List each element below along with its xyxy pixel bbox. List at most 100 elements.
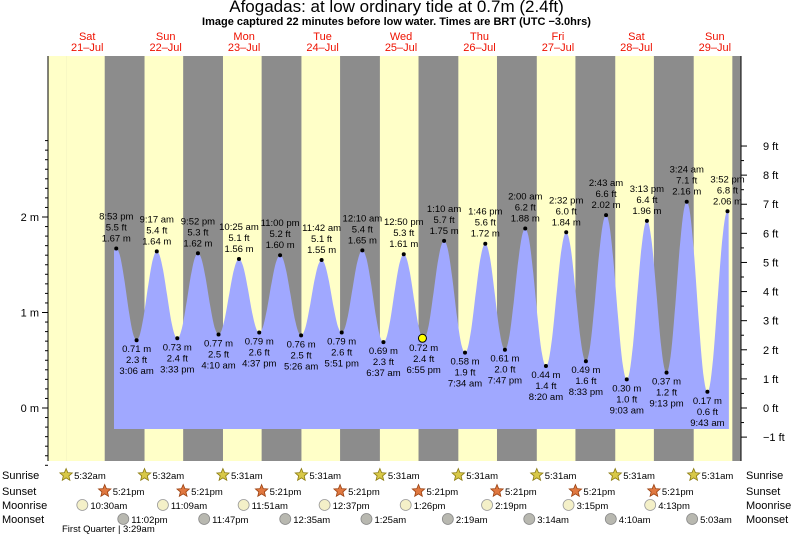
right-axis-tick-label: 5 ft [763,257,778,269]
moonrise-time: 12:37pm [333,501,370,512]
low-tide-ft-label: 1.4 ft [535,381,556,392]
low-tide-m-label: 0.71 m [122,344,151,355]
high-tide-ft-label: 5.3 ft [393,228,414,239]
high-tide-ft-label: 5.3 ft [187,227,208,238]
high-tide-time-label: 10:25 am [219,222,259,233]
moonset-time: 1:25am [374,515,406,526]
left-axis-tick-label: 2 m [21,212,39,224]
sunrise-star-icon [529,467,544,482]
low-tide-marker [463,350,468,355]
low-tide-ft-label: 1.0 ft [616,394,637,405]
low-tide-ft-label: 2.4 ft [413,354,434,365]
high-tide-time-label: 3:52 pm [710,174,744,185]
high-tide-marker [483,241,488,246]
low-tide-marker [705,389,710,394]
high-tide-m-label: 1.55 m [307,245,336,256]
axes: 0 m 1 m 2 m −1 ft 0 ft 1 ft 2 ft 3 ft 4 ft 5 ft 6 … [21,56,785,466]
day-name-label: Sun [156,31,176,43]
low-tide-time-label: 8:20 am [529,392,563,403]
high-tide-m-label: 2.16 m [672,187,701,198]
high-tide-m-label: 1.96 m [632,206,661,217]
right-axis-tick-label: 2 ft [763,345,778,357]
high-tide-m-label: 1.75 m [430,226,459,237]
right-axis-tick-label: 6 ft [763,228,778,240]
high-tide-time-label: 12:10 am [343,213,383,224]
low-tide-time-label: 6:37 am [366,368,400,379]
high-tide-time-label: 2:43 am [589,178,623,189]
moonrise-row-label-left: Moonrise [2,500,47,512]
low-tide-m-label: 0.79 m [327,337,356,348]
sunset-row-label-left: Sunset [2,486,36,498]
sunrise-time: 5:31am [545,471,577,482]
high-tide-marker [360,248,365,253]
sunrise-star-icon [451,467,466,482]
low-tide-marker [583,359,588,364]
moonset-time: 2:19am [456,515,488,526]
sunrise-star-icon [608,467,623,482]
sunset-time: 5:21pm [113,487,145,498]
low-tide-m-label: 0.30 m [612,383,641,394]
high-tide-m-label: 1.65 m [348,235,377,246]
day-name-label: Sun [705,31,725,43]
low-tide-m-label: 0.76 m [287,339,316,350]
high-tide-marker [684,199,689,204]
moonrise-time: 1:26pm [414,501,446,512]
day-labels: Sat21–JulSun22–JulMon23–JulTue24–JulWed2… [71,31,731,54]
right-axis-tick-label: 9 ft [763,141,778,153]
day-date-label: 27–Jul [542,42,574,54]
high-tide-m-label: 1.64 m [142,236,171,247]
low-tide-m-label: 0.58 m [450,357,479,368]
low-tide-ft-label: 1.9 ft [454,368,475,379]
moonrise-row-label-right: Moonrise [746,500,791,512]
tide-area [114,201,729,429]
sunset-star-icon [176,483,191,498]
day-date-label: 21–Jul [71,42,103,54]
high-tide-marker [644,218,649,223]
high-tide-m-label: 1.88 m [511,213,540,224]
current-level-marker [417,333,427,343]
low-tide-ft-label: 2.6 ft [331,348,352,359]
high-tide-ft-label: 5.1 ft [228,233,249,244]
day-date-label: 29–Jul [699,42,731,54]
low-tide-ft-label: 2.6 ft [249,348,270,359]
low-tide-m-label: 0.69 m [369,346,398,357]
tide-curve [114,201,729,429]
low-tide-time-label: 5:26 am [284,361,318,372]
sunrise-time: 5:31am [309,471,341,482]
high-tide-time-label: 3:13 pm [630,184,664,195]
low-tide-marker [299,333,304,338]
moonrise-time: 2:19pm [495,501,527,512]
low-tide-marker [543,363,548,368]
high-tide-marker [523,226,528,231]
moonset-time: 12:35am [293,515,330,526]
high-tide-ft-label: 7.1 ft [676,176,697,187]
high-tide-ft-label: 6.4 ft [636,195,657,206]
low-tide-m-label: 0.61 m [490,354,519,365]
moonset-moon-icon [279,513,292,525]
sunrise-time: 5:31am [623,471,655,482]
high-tide-m-label: 1.72 m [471,229,500,240]
right-axis-tick-label: 7 ft [763,199,778,211]
sunset-row-label-right: Sunset [746,486,780,498]
moonrise-moon-icon [76,499,89,511]
low-tide-time-label: 5:51 pm [325,359,359,370]
low-tide-time-label: 7:47 pm [488,376,522,387]
sunrise-time: 5:31am [231,471,263,482]
sunset-star-icon [568,483,583,498]
high-tide-ft-label: 6.0 ft [556,206,577,217]
chart-subtitle: Image captured 22 minutes before low wat… [202,16,591,28]
low-tide-ft-label: 2.0 ft [494,365,515,376]
moonrise-time: 4:13pm [658,501,690,512]
low-tide-ft-label: 2.5 ft [291,350,312,361]
day-name-label: Wed [390,31,412,43]
high-tide-ft-label: 5.4 ft [352,224,373,235]
day-name-label: Sat [628,31,645,43]
day-name-label: Thu [470,31,489,43]
moonrise-moon-icon [157,499,169,511]
high-tide-time-label: 9:52 pm [181,216,215,227]
low-tide-marker [257,330,262,335]
sunrise-star-icon [294,467,309,482]
high-tide-time-label: 1:10 am [427,204,461,215]
tide-markers: 8:53 pm5.5 ft1.67 m0.71 m2.3 ft3:06 am9:… [99,165,745,429]
moonrise-moon-icon [399,499,412,511]
